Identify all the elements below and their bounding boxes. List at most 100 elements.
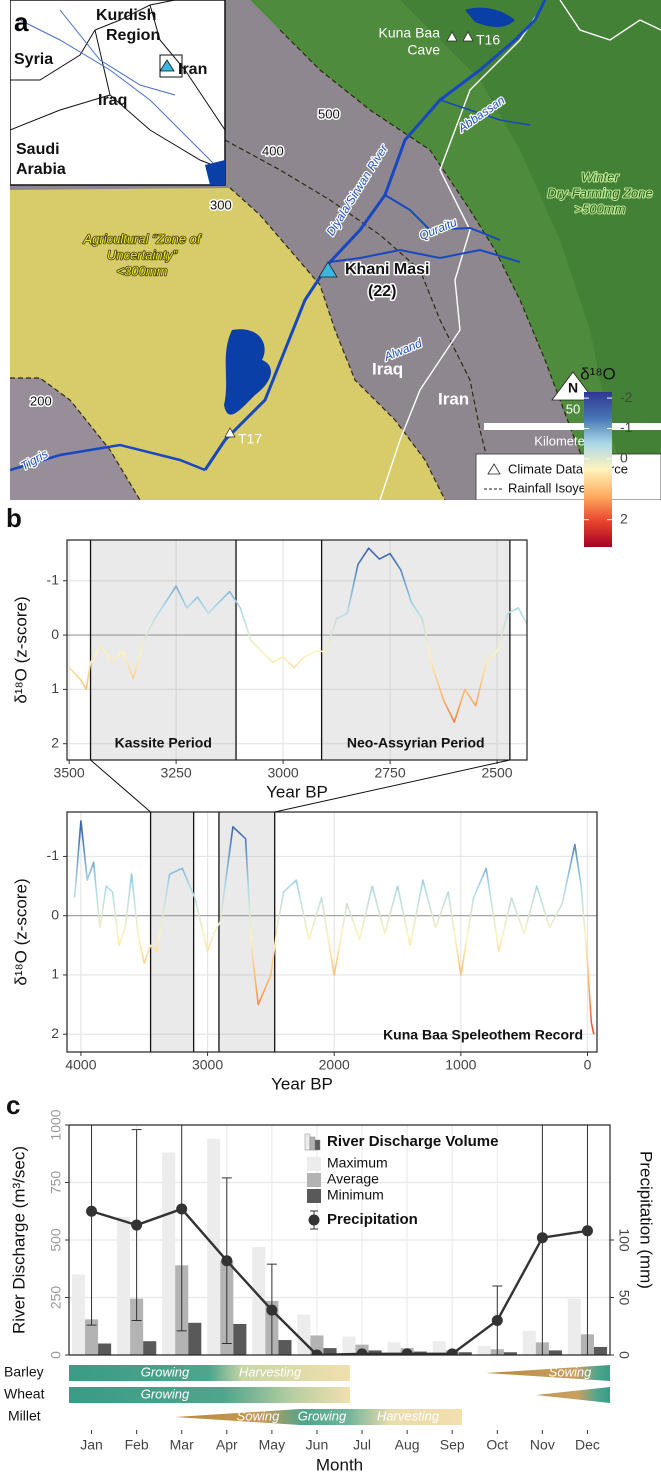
bar — [297, 1314, 311, 1355]
inset-label: Iran — [178, 61, 207, 78]
zone-label: Winter — [581, 169, 619, 184]
legend-icon — [304, 1133, 311, 1151]
crop-phase-bar — [536, 1387, 610, 1403]
bar — [143, 1341, 157, 1355]
y-tick-label: 0 — [48, 1351, 64, 1359]
crop-phase-bar — [69, 1387, 350, 1403]
period-shade — [150, 812, 194, 1052]
panel-label: b — [6, 503, 22, 533]
inset-label: Syria — [14, 51, 53, 68]
precipitation-point — [86, 1205, 98, 1217]
y-tick-label: -1 — [47, 847, 60, 863]
bar — [162, 1152, 176, 1355]
bar — [323, 1348, 337, 1355]
x-axis-label: Year BP — [266, 782, 328, 801]
x-tick-label: Feb — [125, 1437, 149, 1453]
data-line — [73, 820, 595, 1035]
river — [10, 443, 206, 472]
colorbar-tick-label: 0 — [620, 450, 628, 466]
bar — [458, 1352, 472, 1355]
country-label: Iraq — [372, 359, 403, 378]
x-tick-label: Nov — [530, 1437, 555, 1453]
inset-label: Iraq — [98, 92, 127, 109]
legend-icon — [309, 1136, 316, 1151]
scale-unit: Kilometers — [534, 433, 596, 448]
inset-map — [10, 0, 226, 186]
lake — [465, 7, 515, 27]
site-label: T16 — [476, 32, 500, 48]
bar — [71, 1274, 86, 1355]
river — [384, 194, 501, 241]
crop-phase-bar — [69, 1365, 350, 1381]
site-label: Khani Masi — [345, 261, 429, 278]
bar — [98, 1343, 112, 1355]
y-tick-label: 0 — [51, 906, 59, 922]
crop-label: Millet — [8, 1408, 41, 1424]
north-label: N — [568, 380, 578, 396]
x-axis-label: Year BP — [271, 1074, 333, 1093]
legend-label: Precipitation — [327, 1211, 418, 1228]
y2-tick-label: 50 — [616, 1290, 632, 1306]
isoyet-label: 300 — [210, 197, 232, 212]
inset-border — [10, 0, 226, 171]
colorbar-tick-label: 2 — [620, 510, 628, 526]
precipitation-point — [131, 1219, 143, 1231]
x-tick-label: Mar — [170, 1437, 194, 1453]
precipitation-point — [356, 1348, 368, 1355]
y-tick-label: -1 — [47, 571, 60, 587]
isoyet-line — [229, 187, 446, 500]
x-tick-label: 0 — [584, 1057, 592, 1073]
isoyet-label: 200 — [30, 393, 52, 408]
colorbar-tick-label: -1 — [620, 419, 633, 435]
bar — [130, 1298, 144, 1355]
y-tick-label: 750 — [48, 1171, 64, 1195]
crop-label: Wheat — [4, 1386, 45, 1402]
crop-phase-bar — [486, 1365, 610, 1381]
panel-label: c — [6, 1090, 20, 1120]
precipitation-point — [176, 1203, 188, 1215]
legend-label: Average — [327, 1171, 379, 1187]
legend-icon — [308, 1214, 320, 1226]
legend-label: Minimum — [327, 1187, 384, 1203]
zoom-connector — [274, 759, 510, 813]
y-axis-label: δ¹⁸O (z-score) — [11, 596, 30, 703]
bar — [387, 1342, 401, 1355]
x-tick-label: 1000 — [445, 1057, 476, 1073]
legend-label: Maximum — [327, 1155, 388, 1171]
bar — [188, 1322, 202, 1355]
site-label: Cave — [407, 42, 440, 58]
period-shade — [90, 540, 237, 760]
isoyet-label: 500 — [318, 106, 340, 121]
crop-calendar: Barley Wheat Millet Growing Harvesting S… — [4, 1364, 610, 1425]
x-axis-label: Month — [316, 1455, 363, 1474]
x-tick-label: 2000 — [319, 1057, 350, 1073]
scale-bar — [484, 423, 661, 430]
precipitation-point — [581, 1225, 593, 1237]
bar — [85, 1319, 99, 1355]
river — [203, 0, 547, 471]
map-legend — [475, 453, 661, 500]
x-tick-label: 2500 — [481, 765, 512, 781]
x-tick-label: 4000 — [65, 1057, 96, 1073]
y-tick-label: 250 — [48, 1286, 64, 1310]
bar — [252, 1246, 266, 1355]
annotation: Kuna Baa Speleothem Record — [383, 1027, 583, 1043]
border-line — [379, 9, 541, 500]
crop-phase-label: Sowing — [237, 1408, 280, 1423]
y-axis-label: δ¹⁸O (z-score) — [11, 878, 30, 985]
crop-phase-label: Sowing — [549, 1364, 592, 1379]
border-line — [559, 0, 661, 41]
crop-phase-label: Growing — [141, 1364, 190, 1379]
isoyet-line — [10, 377, 141, 500]
site-marker — [318, 261, 338, 278]
period-label: Kassite Period — [115, 735, 212, 751]
y-tick-label: 1 — [51, 966, 59, 982]
x-tick-label: 3000 — [192, 1057, 223, 1073]
x-tick-label: Oct — [486, 1437, 508, 1453]
plot-frame — [66, 539, 528, 761]
colorbar-title: δ¹⁸O — [580, 364, 616, 383]
precipitation-point — [401, 1348, 413, 1355]
bar — [548, 1350, 562, 1355]
legend-swatch — [307, 1173, 321, 1187]
